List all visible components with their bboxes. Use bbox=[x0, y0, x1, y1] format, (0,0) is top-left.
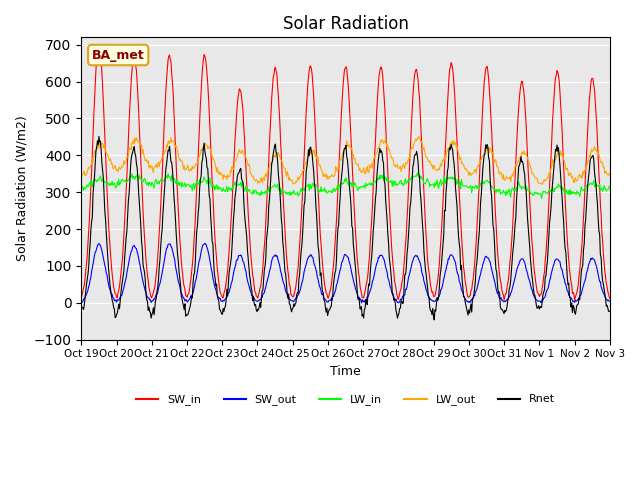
Legend: SW_in, SW_out, LW_in, LW_out, Rnet: SW_in, SW_out, LW_in, LW_out, Rnet bbox=[132, 390, 559, 410]
Title: Solar Radiation: Solar Radiation bbox=[283, 15, 408, 33]
SW_in bbox=[426, 276, 434, 281]
Rnet bbox=[142, 291, 150, 297]
Rnet bbox=[606, 309, 614, 314]
X-axis label: Time: Time bbox=[330, 365, 361, 378]
Rnet bbox=[95, 133, 103, 139]
LW_in bbox=[223, 183, 230, 189]
SW_out bbox=[606, 299, 614, 304]
SW_in bbox=[87, 187, 95, 193]
LW_out bbox=[415, 133, 422, 139]
SW_out bbox=[77, 299, 85, 304]
Line: LW_in: LW_in bbox=[81, 173, 610, 198]
LW_out bbox=[538, 181, 546, 187]
SW_in bbox=[77, 294, 85, 300]
SW_out bbox=[412, 253, 419, 259]
LW_out bbox=[87, 162, 95, 168]
LW_in bbox=[195, 180, 203, 186]
SW_in bbox=[410, 74, 418, 80]
SW_out bbox=[224, 292, 232, 298]
SW_out bbox=[87, 275, 95, 281]
LW_in bbox=[538, 195, 545, 201]
SW_in bbox=[606, 295, 614, 301]
Line: Rnet: Rnet bbox=[81, 136, 610, 320]
LW_in bbox=[410, 174, 417, 180]
SW_out bbox=[141, 288, 149, 294]
LW_out bbox=[195, 155, 203, 160]
Rnet bbox=[196, 185, 204, 191]
SW_in bbox=[95, 42, 103, 48]
SW_out bbox=[201, 240, 209, 246]
Line: SW_out: SW_out bbox=[81, 243, 610, 303]
LW_out bbox=[410, 142, 417, 148]
LW_in bbox=[606, 185, 614, 191]
Rnet bbox=[410, 153, 418, 159]
SW_in bbox=[142, 257, 150, 263]
LW_in bbox=[413, 170, 421, 176]
Text: BA_met: BA_met bbox=[92, 48, 145, 61]
LW_out bbox=[141, 158, 149, 164]
SW_in bbox=[196, 118, 204, 123]
Line: SW_in: SW_in bbox=[81, 45, 610, 300]
Rnet bbox=[430, 317, 438, 323]
Rnet bbox=[87, 228, 95, 233]
SW_in bbox=[571, 297, 579, 303]
SW_out bbox=[394, 300, 402, 306]
LW_in bbox=[77, 184, 85, 190]
LW_out bbox=[426, 158, 434, 164]
Y-axis label: Solar Radiation (W/m2): Solar Radiation (W/m2) bbox=[15, 116, 28, 262]
LW_out bbox=[223, 176, 230, 182]
SW_in bbox=[224, 268, 232, 274]
Line: LW_out: LW_out bbox=[81, 136, 610, 184]
Rnet bbox=[224, 293, 232, 299]
SW_out bbox=[427, 296, 435, 302]
Rnet bbox=[77, 305, 85, 311]
LW_in bbox=[87, 177, 95, 183]
LW_in bbox=[141, 177, 149, 182]
LW_out bbox=[606, 173, 614, 179]
SW_out bbox=[195, 259, 203, 264]
Rnet bbox=[426, 305, 434, 311]
LW_in bbox=[426, 184, 434, 190]
LW_out bbox=[77, 175, 85, 180]
